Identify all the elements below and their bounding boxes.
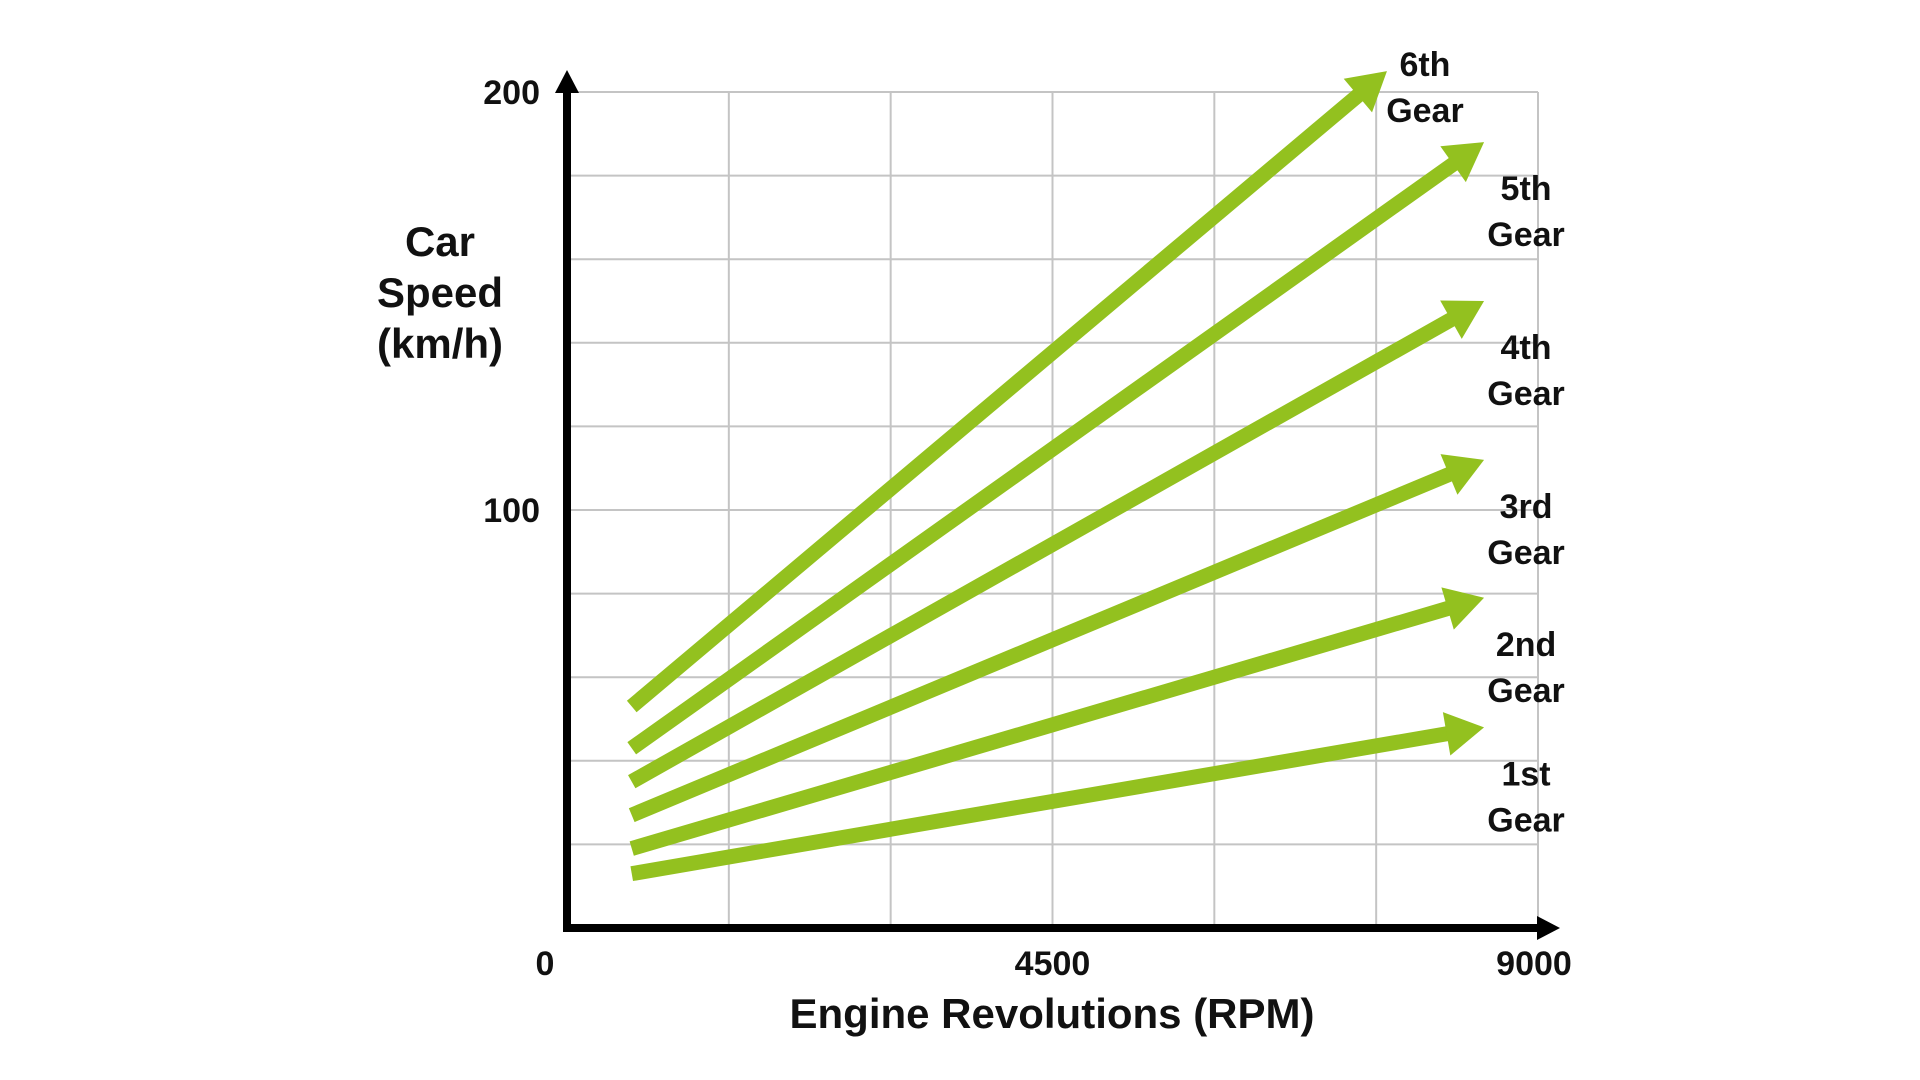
x-axis-arrowhead — [1537, 916, 1560, 940]
y-axis-title: Car Speed (km/h) — [377, 218, 503, 367]
gear-label-line: 6th — [1399, 46, 1450, 84]
gear-arrow-head — [1440, 454, 1485, 495]
y-axis-arrowhead — [555, 70, 579, 93]
gear-label-line: Gear — [1487, 672, 1565, 710]
gear-label-line: 3rd — [1500, 488, 1553, 526]
axes — [555, 70, 1560, 940]
gear-label: 2nd Gear — [1487, 626, 1565, 710]
x-tick-label: 0 — [536, 945, 555, 983]
x-tick-label: 4500 — [1015, 945, 1091, 983]
labels: 1st Gear 2nd Gear 3rd Gear 4th Gear 5th Gear 6th Ge… — [377, 46, 1572, 1037]
y-axis-title-line: Car — [405, 218, 475, 265]
gear-arrow-shaft — [628, 311, 1459, 789]
y-tick-label: 100 — [483, 492, 540, 530]
gear-label-line: Gear — [1487, 216, 1565, 254]
gear-arrow-shaft — [630, 725, 1452, 882]
gear-label-line: Gear — [1386, 92, 1464, 130]
gear-arrow-shaft — [628, 465, 1456, 823]
gear-arrow-head — [1440, 300, 1485, 339]
gear-label-line: 4th — [1501, 329, 1552, 367]
x-axis-title: Engine Revolutions (RPM) — [790, 990, 1315, 1037]
gear-label-line: Gear — [1487, 534, 1565, 572]
x-tick-label: 9000 — [1496, 945, 1572, 983]
gear-arrow-shaft — [626, 87, 1366, 713]
gear-arrow-head — [1442, 712, 1485, 756]
gear-label-line: 2nd — [1496, 626, 1556, 664]
gear-label-line: Gear — [1487, 375, 1565, 413]
gear-arrow-head — [1441, 587, 1485, 630]
gear-label-line: 5th — [1501, 170, 1552, 208]
gear-label-line: 1st — [1501, 755, 1550, 793]
gear-label: 6th Gear — [1386, 46, 1464, 130]
y-tick-label: 200 — [483, 74, 540, 112]
gear-arrow-head — [1440, 142, 1485, 183]
gear-arrow-shaft — [629, 600, 1454, 856]
gear-arrow-shaft — [627, 155, 1461, 755]
y-axis-title-line: Speed — [377, 269, 503, 316]
gear-label: 4th Gear — [1487, 329, 1565, 413]
gear-label: 5th Gear — [1487, 170, 1565, 254]
series-group — [626, 71, 1485, 882]
gear-arrow-head — [1343, 71, 1387, 113]
gear-label-line: Gear — [1487, 801, 1565, 839]
gear-label: 1st Gear — [1487, 755, 1565, 839]
y-axis-title-line: (km/h) — [377, 320, 503, 367]
gear-label: 3rd Gear — [1487, 488, 1565, 572]
